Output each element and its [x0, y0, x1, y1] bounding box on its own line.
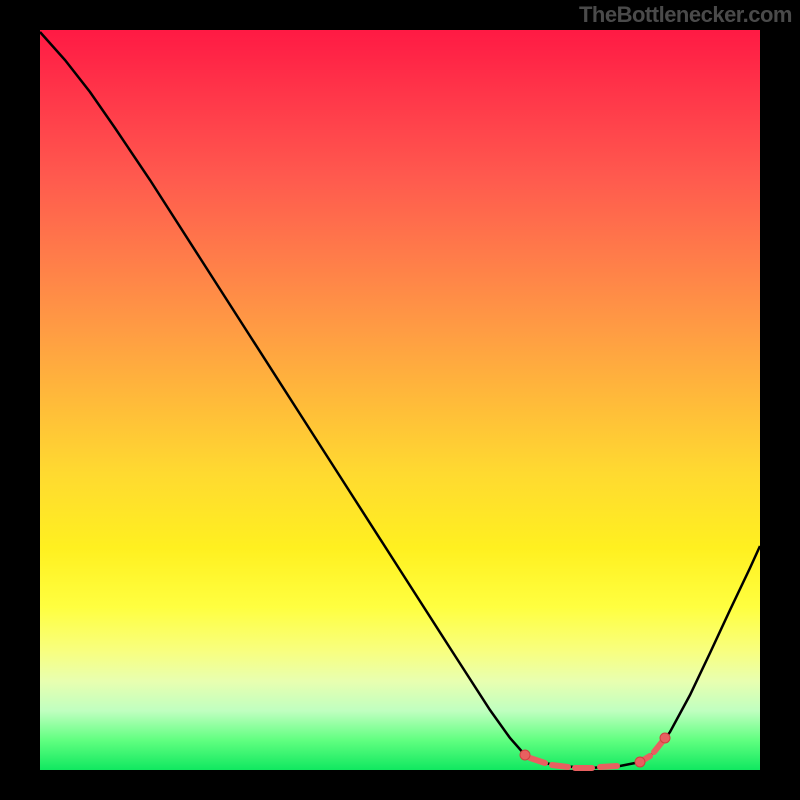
watermark-text: TheBottlenecker.com	[579, 2, 792, 28]
chart-container: TheBottlenecker.com	[0, 0, 800, 800]
plot-background	[40, 30, 760, 770]
bottleneck-chart	[0, 0, 800, 800]
